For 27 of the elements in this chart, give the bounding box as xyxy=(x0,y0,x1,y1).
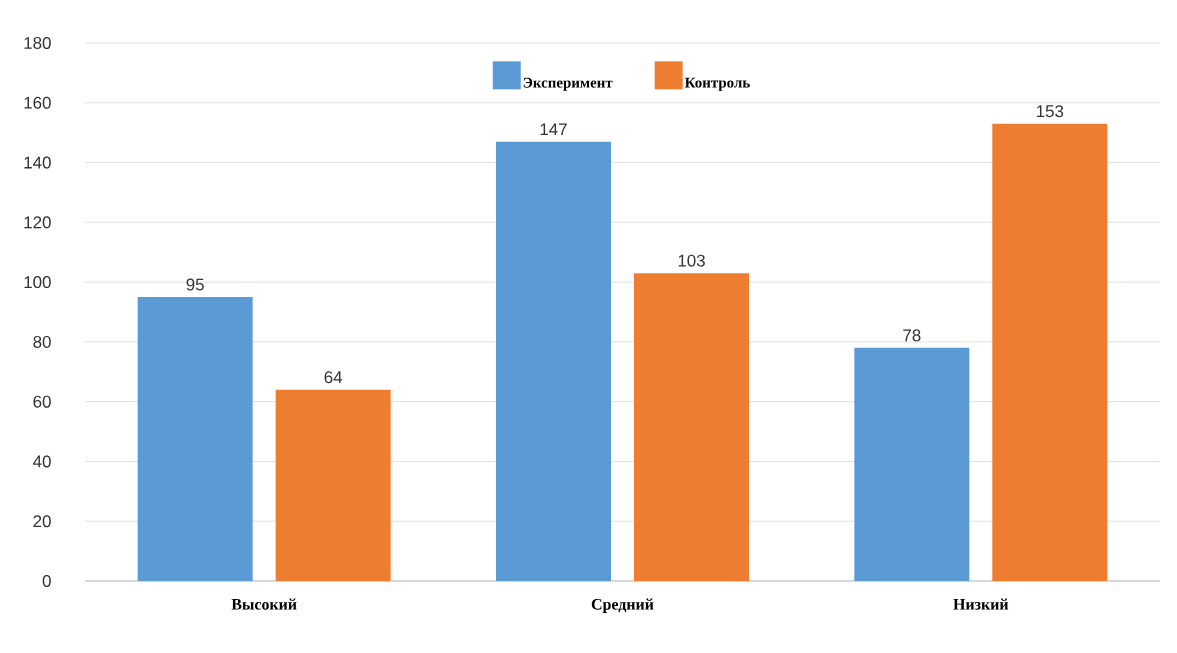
bar xyxy=(495,141,611,581)
data-label: 95 xyxy=(186,278,204,291)
y-tick-label: 180 xyxy=(24,37,51,49)
bar xyxy=(854,347,970,581)
data-label: 103 xyxy=(678,254,705,267)
y-tick-label: 20 xyxy=(33,515,51,528)
y-tick-label: 80 xyxy=(33,335,51,348)
y-tick-label: 160 xyxy=(24,96,51,109)
y-tick-label: 100 xyxy=(24,276,51,289)
bar xyxy=(992,123,1108,581)
data-label: 64 xyxy=(324,371,343,384)
y-tick-label: 60 xyxy=(33,395,51,408)
bar xyxy=(137,297,253,581)
y-tick-label: 120 xyxy=(24,216,51,229)
data-label: 78 xyxy=(903,329,921,342)
data-label: 147 xyxy=(540,123,567,136)
x-tick-label: Средний xyxy=(591,598,654,613)
legend-label: Эксперимент xyxy=(523,77,613,91)
y-tick-label: 0 xyxy=(42,575,51,587)
y-tick-label: 140 xyxy=(24,156,51,169)
bar xyxy=(275,389,391,581)
x-tick-label: Высокий xyxy=(231,598,297,610)
legend-label: Контроль xyxy=(684,77,750,91)
y-tick-label: 40 xyxy=(33,455,51,468)
x-tick-label: Низкий xyxy=(953,598,1009,610)
data-label: 153 xyxy=(1036,105,1064,118)
bar xyxy=(633,273,749,581)
